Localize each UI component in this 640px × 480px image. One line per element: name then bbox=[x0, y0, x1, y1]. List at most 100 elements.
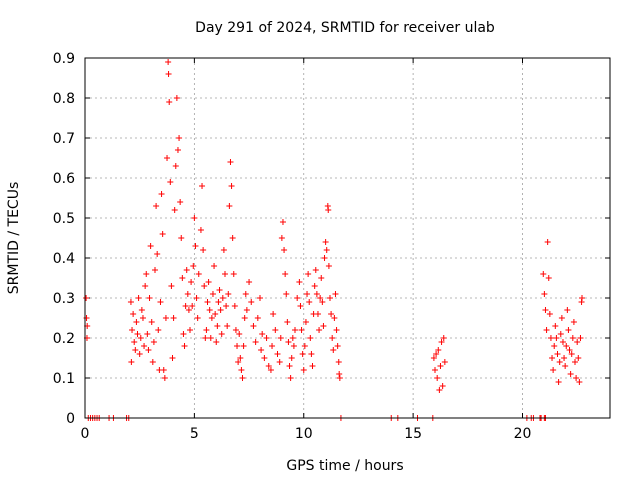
data-point bbox=[257, 295, 263, 301]
y-tick-label: 0.4 bbox=[53, 251, 75, 267]
data-point bbox=[227, 159, 234, 165]
data-point bbox=[164, 155, 171, 161]
data-point bbox=[281, 247, 288, 253]
data-point bbox=[130, 311, 137, 317]
data-point bbox=[261, 355, 268, 361]
x-tick-label: 20 bbox=[514, 426, 532, 442]
data-point bbox=[139, 315, 146, 321]
data-point bbox=[187, 327, 193, 333]
data-point bbox=[267, 367, 274, 373]
data-point bbox=[224, 323, 231, 329]
data-point bbox=[555, 379, 562, 385]
x-tick-label: 5 bbox=[190, 426, 199, 442]
data-point bbox=[173, 95, 180, 101]
data-point bbox=[296, 279, 303, 285]
data-point bbox=[209, 291, 216, 297]
data-point bbox=[542, 307, 549, 313]
data-point bbox=[178, 235, 185, 241]
data-point bbox=[574, 339, 581, 345]
data-point bbox=[207, 335, 214, 341]
data-point bbox=[323, 247, 330, 253]
data-point bbox=[239, 375, 246, 381]
data-point bbox=[543, 327, 550, 333]
data-point bbox=[288, 355, 295, 361]
data-point bbox=[165, 59, 172, 65]
data-point bbox=[320, 323, 327, 329]
data-point bbox=[165, 71, 172, 77]
data-point bbox=[141, 343, 148, 349]
data-point bbox=[331, 315, 338, 321]
data-point bbox=[551, 343, 558, 349]
data-point bbox=[330, 347, 337, 353]
data-point bbox=[214, 323, 221, 329]
data-point bbox=[329, 335, 336, 341]
data-point bbox=[215, 299, 222, 305]
data-point bbox=[554, 351, 561, 357]
data-point bbox=[129, 327, 136, 333]
data-point bbox=[438, 339, 445, 345]
data-point bbox=[272, 327, 279, 333]
data-point bbox=[259, 331, 266, 337]
data-point bbox=[154, 251, 161, 257]
data-point bbox=[559, 339, 566, 345]
data-point bbox=[171, 207, 178, 213]
data-point bbox=[223, 303, 230, 309]
data-point bbox=[131, 339, 138, 345]
data-point bbox=[567, 371, 574, 377]
data-point bbox=[312, 267, 319, 273]
data-point bbox=[562, 363, 569, 369]
data-point bbox=[316, 327, 323, 333]
data-point bbox=[150, 339, 157, 345]
data-point bbox=[166, 99, 173, 105]
y-tick-label: 0.9 bbox=[53, 51, 75, 67]
x-tick-label: 15 bbox=[404, 426, 422, 442]
data-point bbox=[147, 243, 154, 249]
data-point bbox=[286, 363, 293, 369]
data-point bbox=[569, 335, 576, 341]
data-point bbox=[138, 307, 145, 313]
grid-layer bbox=[85, 58, 610, 418]
data-point bbox=[299, 351, 306, 357]
data-point bbox=[550, 367, 557, 373]
data-point bbox=[274, 351, 281, 357]
data-point bbox=[158, 191, 165, 197]
data-point bbox=[283, 291, 290, 297]
data-point bbox=[212, 311, 219, 317]
data-point bbox=[544, 239, 551, 245]
data-point bbox=[439, 383, 446, 389]
data-point bbox=[191, 215, 198, 221]
data-point bbox=[440, 335, 447, 341]
data-point bbox=[133, 319, 140, 325]
data-point bbox=[189, 303, 196, 309]
y-tick-label: 0.7 bbox=[53, 131, 75, 147]
data-point bbox=[127, 299, 134, 305]
data-point bbox=[222, 271, 228, 277]
data-point bbox=[213, 339, 220, 345]
data-point bbox=[252, 339, 259, 345]
data-point bbox=[153, 203, 160, 209]
data-point bbox=[432, 367, 438, 373]
data-point bbox=[572, 359, 578, 365]
data-point bbox=[436, 387, 443, 393]
data-point bbox=[437, 363, 444, 369]
data-point bbox=[289, 335, 296, 341]
data-point bbox=[146, 295, 153, 301]
y-tick-label: 0.5 bbox=[53, 211, 75, 227]
data-point bbox=[225, 291, 232, 297]
data-point bbox=[160, 367, 167, 373]
data-point bbox=[188, 279, 195, 285]
data-point bbox=[335, 359, 342, 365]
data-point bbox=[276, 359, 283, 365]
y-tick-label: 0.6 bbox=[53, 171, 75, 187]
data-point bbox=[235, 359, 242, 365]
data-point bbox=[174, 147, 181, 153]
data-point bbox=[177, 199, 184, 205]
data-point bbox=[570, 319, 577, 325]
data-point bbox=[566, 347, 573, 353]
data-point bbox=[202, 335, 209, 341]
data-point bbox=[258, 347, 265, 353]
data-point bbox=[168, 283, 175, 289]
data-point bbox=[325, 263, 332, 269]
y-tick-label: 0.8 bbox=[53, 91, 75, 107]
